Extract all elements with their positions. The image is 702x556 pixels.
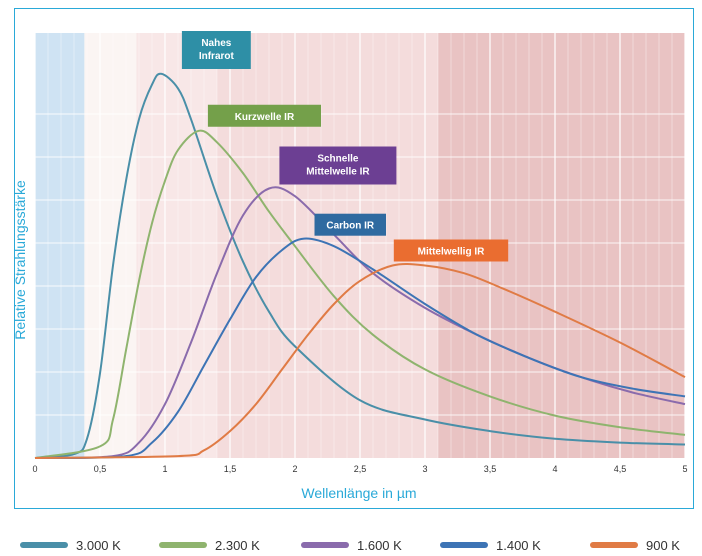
annotation-text: Schnelle — [317, 154, 359, 165]
chart-frame — [14, 8, 694, 509]
annotation-text: Infrarot — [199, 51, 235, 62]
annotation-box — [314, 213, 386, 236]
curves — [34, 72, 686, 459]
annotation-text: Nahes — [201, 38, 231, 49]
annotation-text: Mittelwelle IR — [306, 167, 370, 178]
annotation-box — [393, 239, 509, 262]
x-tick-label: 1 — [162, 464, 167, 474]
series-line-2300K — [34, 129, 686, 459]
annotation-box — [207, 104, 321, 127]
legend-item: 3.000 K — [20, 536, 121, 554]
annotation-text: Kurzwelle IR — [235, 112, 295, 123]
legend-label: 1.600 K — [357, 537, 402, 553]
band-1 — [84, 33, 137, 458]
x-tick-label: 5 — [682, 464, 687, 474]
legend-swatch — [301, 542, 349, 548]
legend-label: 900 K — [646, 537, 680, 553]
x-tick-label: 2 — [292, 464, 297, 474]
x-axis-label: Wellenlänge in µm — [301, 485, 416, 501]
series-line-900K — [34, 263, 686, 459]
x-tick-label: 4 — [552, 464, 557, 474]
legend-swatch — [159, 542, 207, 548]
legend-item: 2.300 K — [159, 536, 260, 554]
x-tick-label: 2,5 — [354, 464, 367, 474]
annotation-2: Schnelle Mittelwelle IR — [279, 146, 397, 185]
band-2 — [136, 33, 217, 458]
x-tick-label: 1,5 — [224, 464, 237, 474]
legend-label: 1.400 K — [496, 537, 541, 553]
legend-item: 1.600 K — [301, 536, 402, 554]
y-axis-label: Relative Strahlungsstärke — [12, 180, 28, 340]
annotation-0: Nahes Infrarot — [181, 31, 251, 69]
x-tick-labels: 0 0,5 1 1,5 2 2,5 3 3,5 4 4,5 5 — [32, 464, 687, 474]
annotation-1: Kurzwelle IR — [207, 104, 321, 127]
x-tick-label: 3,5 — [484, 464, 497, 474]
legend-label: 3.000 K — [76, 537, 121, 553]
band-0 — [35, 33, 85, 458]
annotations: Nahes Infrarot Kurzwelle IR Schnelle Mittelw… — [181, 31, 509, 262]
annotation-text: Carbon IR — [326, 221, 375, 232]
legend-label: 2.300 K — [215, 537, 260, 553]
annotation-box — [279, 146, 397, 185]
legend-item: 900 K — [590, 536, 680, 554]
x-tick-label: 4,5 — [614, 464, 627, 474]
annotation-text: Mittelwellig IR — [418, 247, 485, 258]
annotation-4: Mittelwellig IR — [393, 239, 509, 262]
annotation-box — [181, 31, 251, 69]
x-tick-label: 3 — [422, 464, 427, 474]
x-tick-label: 0,5 — [94, 464, 107, 474]
legend-swatch — [590, 542, 638, 548]
legend-swatch — [440, 542, 488, 548]
x-tick-label: 0 — [32, 464, 37, 474]
legend-item: 1.400 K — [440, 536, 541, 554]
legend: 3.000 K 2.300 K 1.600 K 1.400 K 900 K — [20, 536, 700, 554]
legend-swatch — [20, 542, 68, 548]
series-line-3000K — [34, 72, 686, 459]
annotation-3: Carbon IR — [314, 213, 386, 236]
series-line-1400K — [34, 237, 686, 459]
